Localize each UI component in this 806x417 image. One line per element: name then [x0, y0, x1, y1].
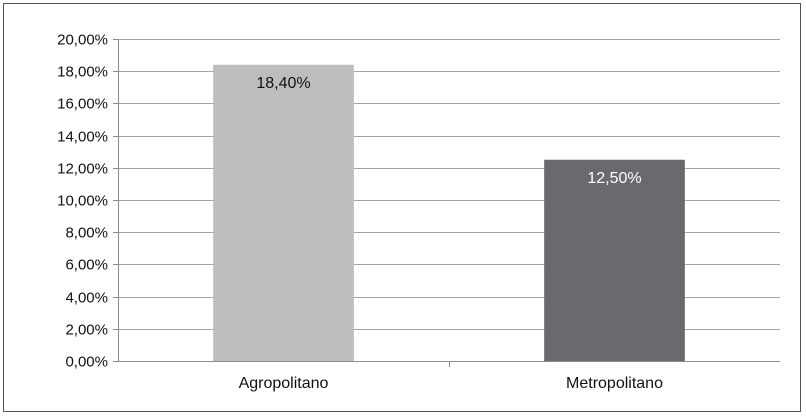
data-label: 18,40% — [256, 75, 310, 92]
data-label: 12,50% — [587, 170, 641, 187]
y-tick-label: 16,00% — [57, 96, 108, 113]
y-tick-label: 14,00% — [57, 129, 108, 146]
y-tick-label: 18,00% — [57, 64, 108, 81]
y-tick-label: 12,00% — [57, 161, 108, 178]
bars — [213, 64, 685, 361]
y-tick-label: 4,00% — [65, 290, 108, 307]
axes — [113, 39, 780, 367]
y-tick-label: 0,00% — [65, 354, 108, 371]
y-tick-label: 8,00% — [65, 225, 108, 242]
x-tick-label: Metropolitano — [566, 375, 663, 392]
y-tick-label: 2,00% — [65, 322, 108, 339]
labels: 0,00% 2,00% 4,00% 6,00% 8,00% 10,00% 12,00% 14,… — [57, 32, 663, 393]
bar-agropolitano — [213, 64, 354, 361]
y-tick-label: 6,00% — [65, 257, 108, 274]
y-tick-label: 20,00% — [57, 32, 108, 49]
x-tick-label: Agropolitano — [239, 375, 329, 392]
bar-metropolitano — [544, 159, 685, 361]
y-tick-label: 10,00% — [57, 193, 108, 210]
